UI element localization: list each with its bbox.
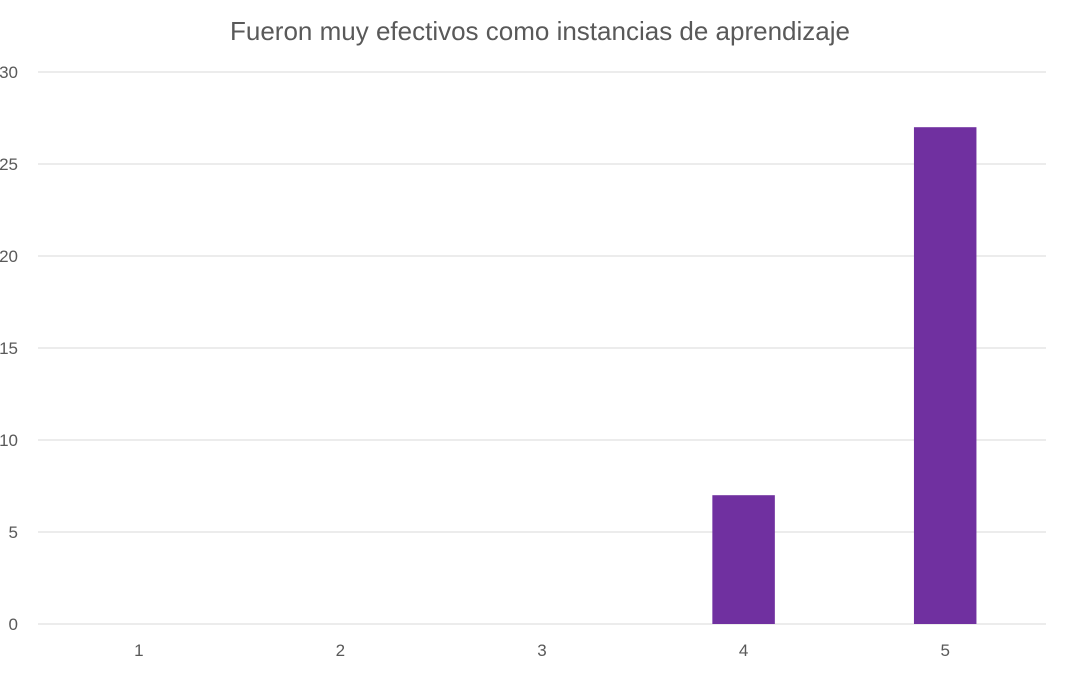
y-tick-label: 0 xyxy=(9,615,18,634)
y-axis-ticks: 0 5 10 15 20 25 30 xyxy=(0,63,18,634)
x-tick-label: 2 xyxy=(336,641,345,660)
x-tick-label: 3 xyxy=(537,641,546,660)
x-tick-label: 5 xyxy=(940,641,949,660)
y-tick-label: 20 xyxy=(0,247,18,266)
y-tick-label: 5 xyxy=(9,523,18,542)
y-tick-label: 30 xyxy=(0,63,18,82)
y-tick-label: 25 xyxy=(0,155,18,174)
y-tick-label: 15 xyxy=(0,339,18,358)
y-tick-label: 10 xyxy=(0,431,18,450)
chart-title: Fueron muy efectivos como instancias de … xyxy=(230,16,850,46)
x-tick-label: 1 xyxy=(134,641,143,660)
bar-5 xyxy=(913,127,977,624)
bar-4 xyxy=(712,495,775,624)
x-axis-ticks: 1 2 3 4 5 xyxy=(134,641,950,660)
gridlines xyxy=(38,71,1046,625)
x-tick-label: 4 xyxy=(739,641,748,660)
bars xyxy=(712,127,977,624)
